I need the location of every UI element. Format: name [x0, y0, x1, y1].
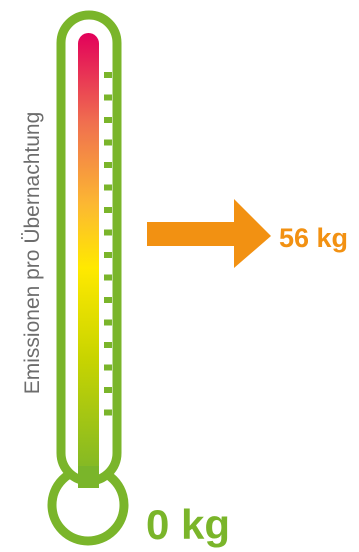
tick-mark — [104, 117, 112, 123]
tick-mark — [104, 387, 112, 393]
tick-mark — [104, 364, 112, 371]
tick-mark — [104, 297, 112, 303]
thermometer-neck — [78, 466, 99, 488]
value-label: 56 kg — [279, 223, 349, 253]
axis-label: Emissionen pro Übernachtung — [21, 111, 44, 395]
tick-mark — [104, 139, 112, 146]
tick-mark — [104, 184, 112, 191]
tick-mark — [104, 94, 112, 101]
base-label: 0 kg — [146, 501, 231, 548]
tick-mark — [104, 252, 112, 258]
tick-mark — [104, 162, 112, 168]
thermometer-ticks — [104, 72, 112, 416]
tick-mark — [104, 342, 112, 348]
tick-mark — [104, 229, 112, 236]
tick-mark — [104, 274, 112, 281]
thermometer-column — [78, 33, 99, 485]
arrow-icon — [147, 199, 271, 268]
tick-mark — [104, 319, 112, 326]
tick-mark — [104, 72, 112, 78]
tick-mark — [104, 409, 112, 416]
tick-mark — [104, 207, 112, 213]
